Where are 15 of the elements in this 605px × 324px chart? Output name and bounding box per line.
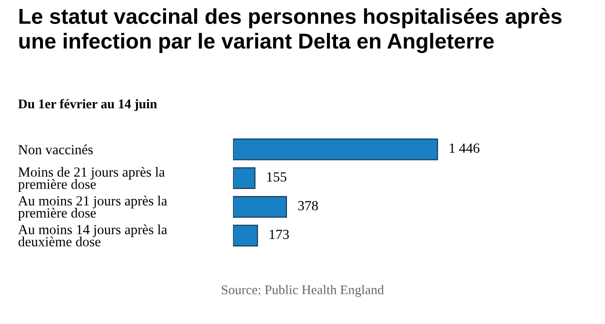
y-tick-label: Non vaccinés — [18, 144, 93, 154]
bar — [233, 138, 438, 160]
bar — [233, 196, 288, 218]
data-label: 155 — [267, 172, 286, 182]
chart-title: Le statut vaccinal des personnes hospitalisées après une infection par le variant Delta en Angleterre — [19, 8, 562, 54]
y-tick-label: Au moins 21 jours après la première dose — [18, 196, 168, 220]
bar — [233, 224, 258, 247]
text: Du 1er février au 14 juin — [18, 98, 157, 112]
bar — [233, 167, 256, 190]
y-tick-label: Au moins 14 jours après la deuxième dose — [18, 224, 168, 246]
source-note: Source: Public Health England — [222, 285, 384, 297]
data-label: 1 446 — [450, 144, 480, 153]
data-label: 378 — [298, 200, 318, 210]
data-label: 173 — [270, 230, 289, 240]
y-tick-label: Moins de 21 jours après la première dose — [18, 166, 165, 192]
